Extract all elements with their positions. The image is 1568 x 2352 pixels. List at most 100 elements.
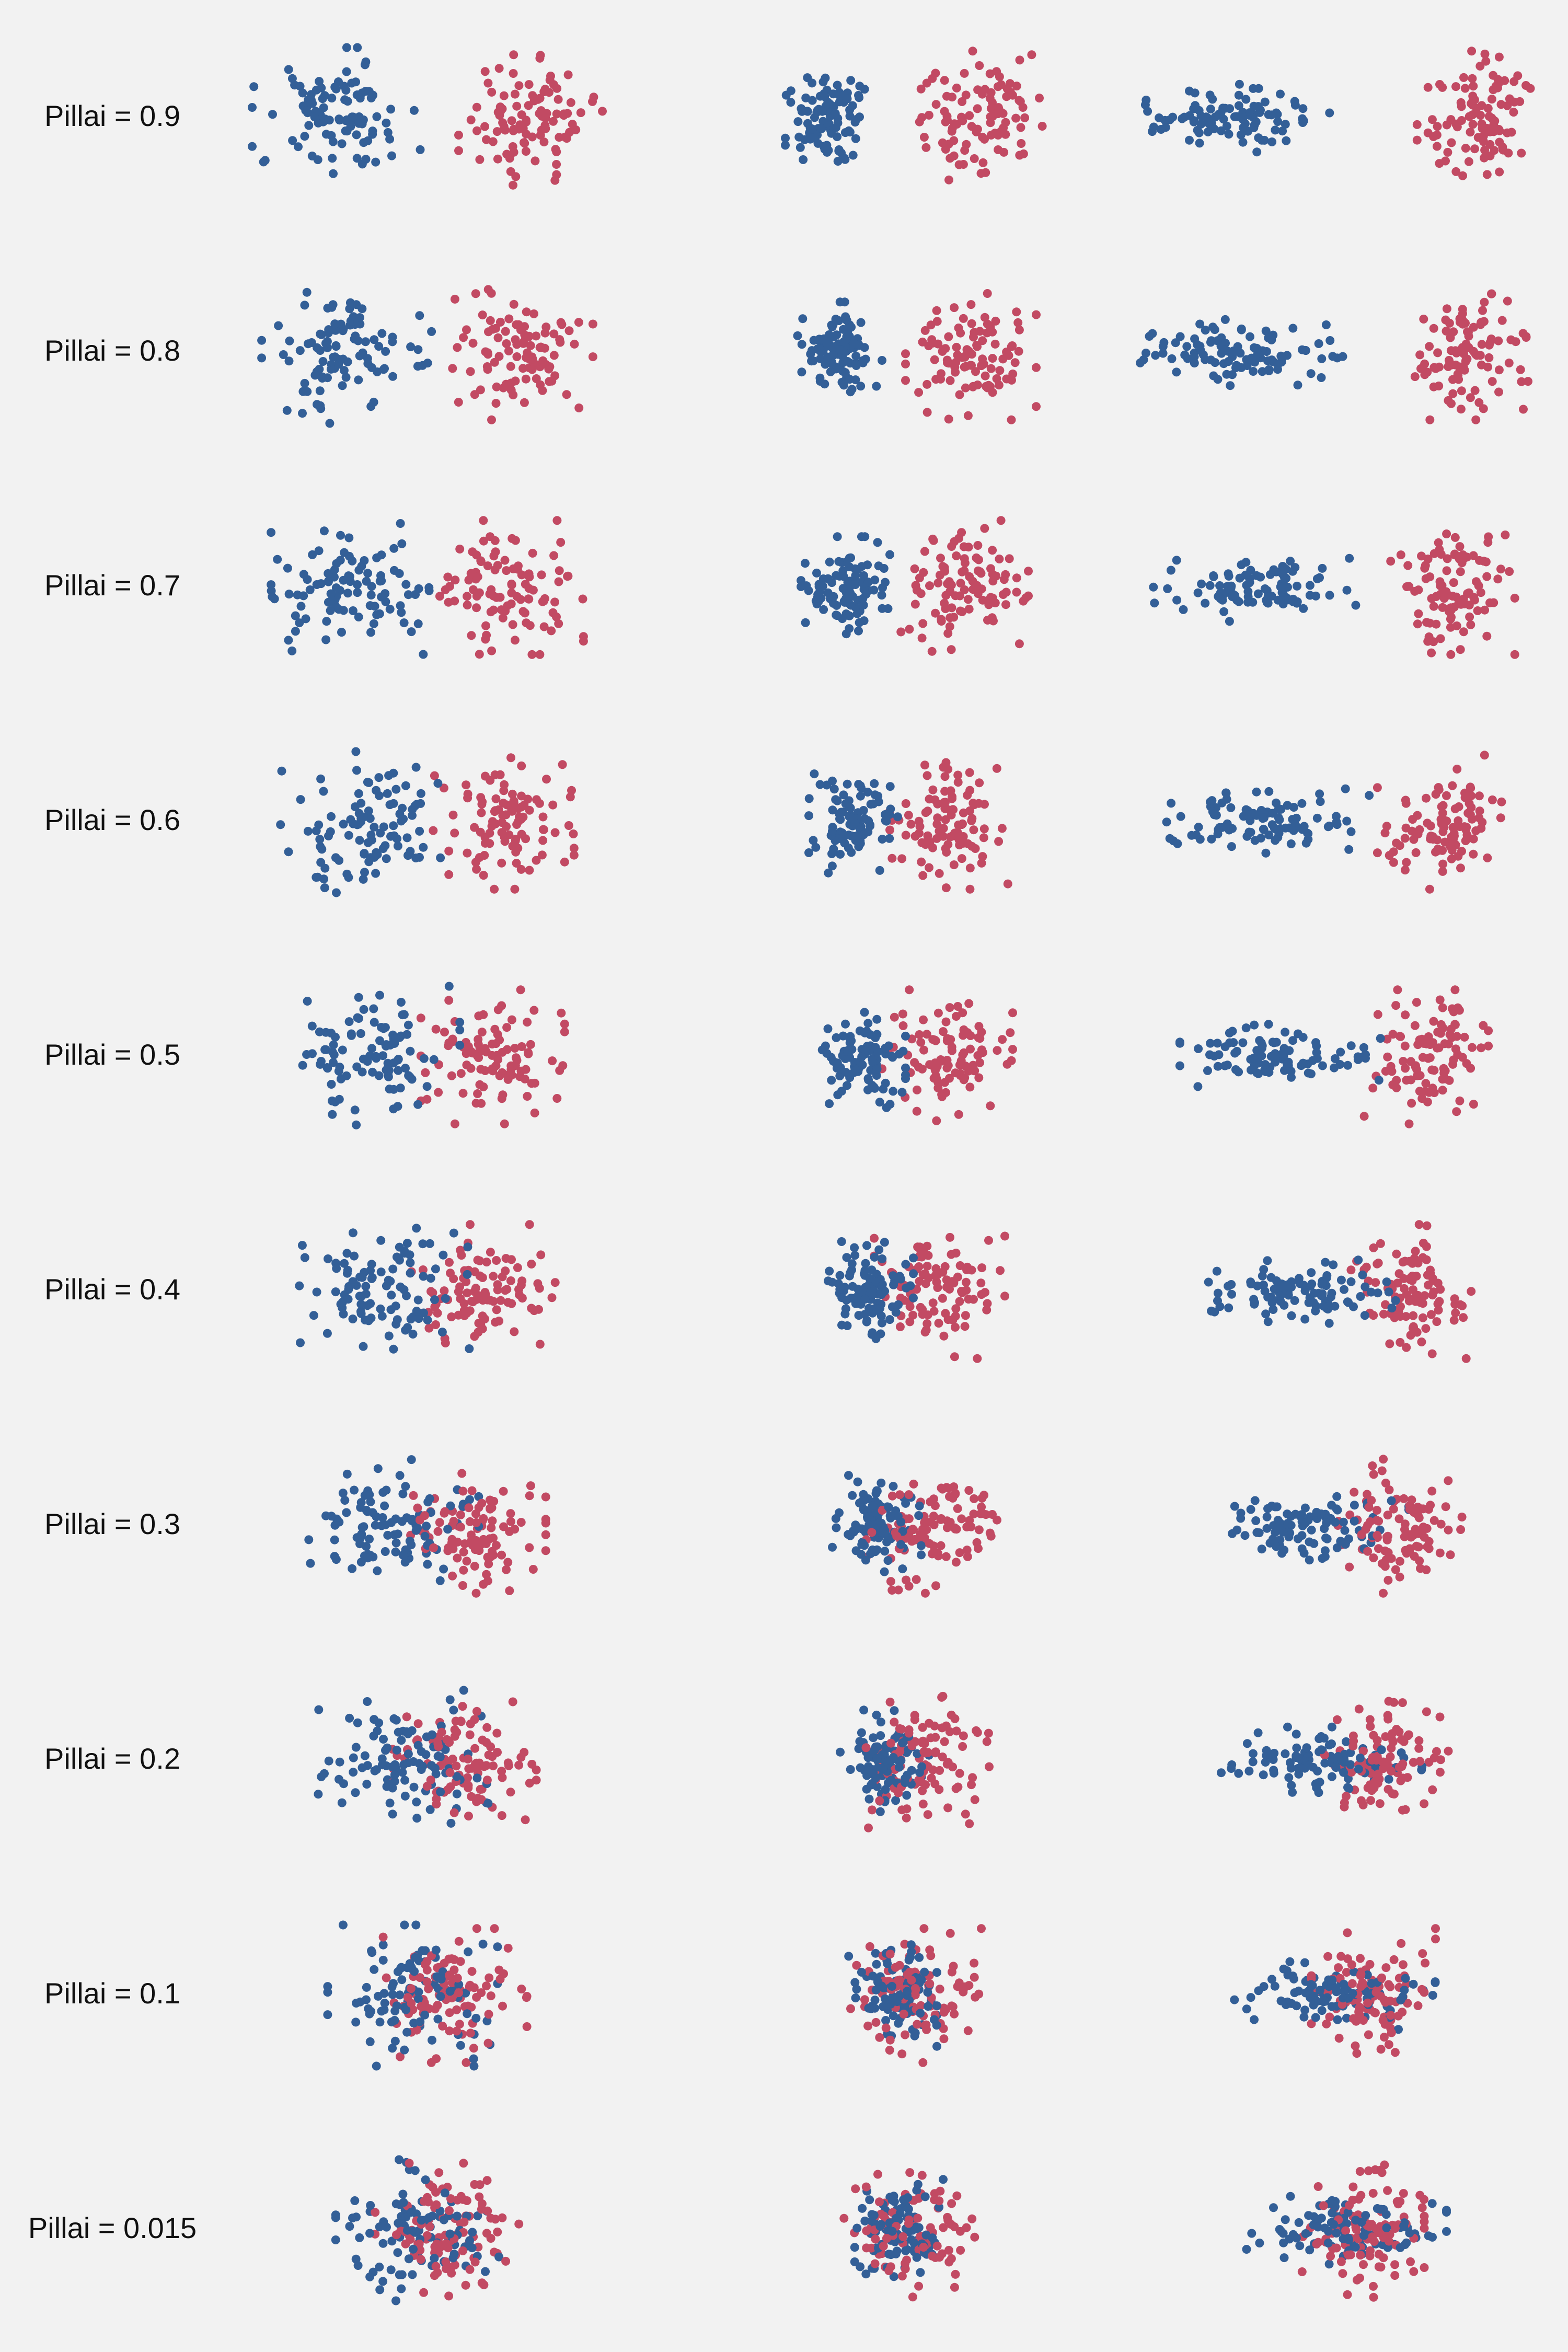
point-group-2-point bbox=[539, 622, 549, 631]
point-group-2-point bbox=[962, 345, 972, 354]
point-group-1-point bbox=[1276, 89, 1285, 99]
point-group-2-point bbox=[498, 1047, 507, 1057]
point-group-1-point bbox=[415, 826, 424, 836]
point-group-2-point bbox=[535, 650, 545, 659]
point-group-2-point bbox=[1484, 112, 1494, 121]
point-group-1-point bbox=[360, 1491, 370, 1500]
point-group-1-point bbox=[340, 1259, 349, 1268]
point-group-1-point bbox=[1387, 1496, 1396, 1505]
point-group-2-point bbox=[1510, 650, 1519, 659]
point-group-2-point bbox=[928, 1549, 937, 1559]
point-group-1-point bbox=[848, 151, 858, 160]
point-group-2-point bbox=[520, 139, 529, 148]
point-group-2-point bbox=[960, 68, 969, 78]
point-group-2-point bbox=[507, 1299, 516, 1308]
point-group-1-point bbox=[1264, 365, 1274, 374]
point-group-2-point bbox=[932, 306, 941, 315]
point-group-1-point bbox=[325, 419, 335, 428]
point-group-2-point bbox=[1410, 1527, 1420, 1537]
point-group-2-point bbox=[512, 340, 522, 349]
point-group-2-point bbox=[1494, 336, 1503, 345]
point-group-2-point bbox=[504, 830, 514, 839]
point-group-2-point bbox=[1458, 171, 1468, 180]
point-group-1-point bbox=[308, 550, 317, 559]
point-group-1-point bbox=[1169, 836, 1178, 846]
point-group-2-point bbox=[456, 1069, 466, 1078]
point-group-2-point bbox=[482, 135, 491, 144]
point-group-1-point bbox=[834, 557, 844, 566]
point-group-1-point bbox=[298, 1060, 307, 1070]
point-group-1-point bbox=[371, 869, 381, 878]
point-group-1-point bbox=[400, 1791, 410, 1801]
point-group-2-point bbox=[999, 147, 1009, 157]
point-group-1-point bbox=[1417, 1765, 1426, 1774]
point-group-2-point bbox=[1504, 359, 1514, 367]
point-group-2-point bbox=[489, 1297, 498, 1306]
point-group-2-point bbox=[956, 579, 965, 588]
point-group-1-point bbox=[1248, 1757, 1258, 1767]
point-group-2-point bbox=[510, 1525, 520, 1534]
point-group-1-point bbox=[872, 1545, 882, 1554]
point-group-1-point bbox=[901, 1260, 910, 1269]
point-group-2-point bbox=[527, 650, 537, 659]
point-group-1-point bbox=[382, 1065, 391, 1075]
point-group-2-point bbox=[510, 636, 520, 645]
point-group-2-point bbox=[458, 1702, 467, 1711]
point-group-1-point bbox=[393, 841, 402, 851]
point-group-2-point bbox=[870, 1233, 879, 1243]
point-group-2-point bbox=[462, 780, 471, 790]
point-group-1-point bbox=[1151, 351, 1160, 360]
point-group-2-point bbox=[514, 320, 523, 329]
point-group-1-point bbox=[1345, 554, 1354, 563]
point-group-1-point bbox=[365, 1535, 374, 1544]
point-group-2-point bbox=[506, 1788, 515, 1797]
point-group-1-point bbox=[1314, 1788, 1323, 1797]
point-group-2-point bbox=[525, 1779, 534, 1788]
point-group-2-point bbox=[529, 1006, 539, 1015]
point-group-1-point bbox=[827, 861, 837, 871]
point-group-1-point bbox=[1249, 1295, 1259, 1304]
point-group-1-point bbox=[1213, 1062, 1223, 1071]
point-group-2-point bbox=[560, 857, 569, 867]
point-group-1-point bbox=[382, 854, 391, 863]
point-group-2-point bbox=[1456, 98, 1466, 107]
point-group-1-point bbox=[1286, 1067, 1296, 1076]
point-group-2-point bbox=[924, 110, 933, 120]
point-group-1-point bbox=[384, 1072, 393, 1081]
point-group-2-point bbox=[938, 347, 947, 356]
point-group-1-point bbox=[836, 849, 845, 859]
point-group-2-point bbox=[1388, 1030, 1398, 1039]
point-group-2-point bbox=[1446, 615, 1455, 624]
point-group-2-point bbox=[977, 1493, 987, 1503]
point-group-2-point bbox=[976, 169, 986, 178]
point-group-1-point bbox=[1192, 340, 1202, 349]
point-group-1-point bbox=[388, 1809, 397, 1819]
point-group-2-point bbox=[1453, 1003, 1462, 1012]
point-group-1-point bbox=[296, 602, 306, 611]
point-group-2-point bbox=[1373, 783, 1382, 792]
point-group-2-point bbox=[1414, 1220, 1424, 1229]
point-group-2-point bbox=[492, 1256, 501, 1265]
point-group-1-point bbox=[1283, 801, 1292, 810]
point-group-1-point bbox=[372, 112, 382, 121]
point-group-2-point bbox=[477, 1028, 487, 1037]
scatter-panel bbox=[797, 516, 1033, 656]
row-label: Pillai = 0.8 bbox=[44, 334, 180, 367]
point-group-1-point bbox=[872, 1520, 881, 1530]
point-group-2-point bbox=[552, 147, 561, 156]
point-group-1-point bbox=[301, 106, 310, 115]
point-group-1-point bbox=[300, 132, 309, 141]
point-group-1-point bbox=[1281, 1028, 1290, 1037]
point-group-2-point bbox=[941, 758, 951, 767]
point-group-1-point bbox=[1299, 604, 1308, 613]
point-group-1-point bbox=[1283, 1280, 1292, 1289]
row-label: Pillai = 0.9 bbox=[44, 99, 180, 132]
point-group-1-point bbox=[400, 2045, 409, 2055]
point-group-1-point bbox=[415, 311, 424, 320]
point-group-2-point bbox=[1007, 415, 1016, 424]
point-group-1-point bbox=[1227, 1280, 1236, 1289]
point-group-1-point bbox=[300, 378, 309, 388]
point-group-2-point bbox=[916, 1037, 926, 1047]
scatter-panel bbox=[1162, 751, 1506, 894]
point-group-1-point bbox=[320, 114, 330, 124]
